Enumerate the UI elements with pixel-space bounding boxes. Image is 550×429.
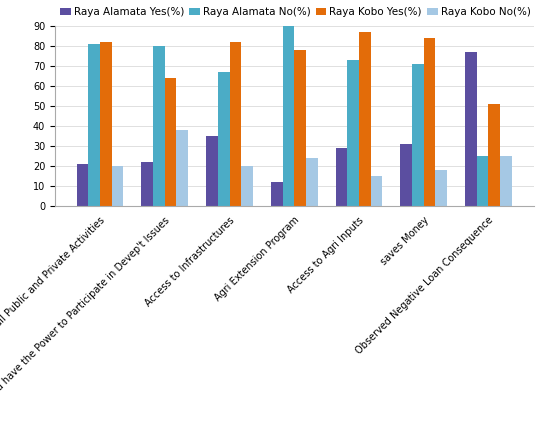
Bar — [271, 182, 283, 206]
Bar — [177, 130, 188, 206]
Bar — [359, 32, 371, 206]
Bar — [153, 46, 165, 206]
Bar — [165, 78, 177, 206]
Legend: Raya Alamata Yes(%), Raya Alamata No(%), Raya Kobo Yes(%), Raya Kobo No(%): Raya Alamata Yes(%), Raya Alamata No(%),… — [60, 7, 531, 17]
Bar — [294, 50, 306, 206]
Bar — [371, 176, 382, 206]
Bar — [500, 156, 512, 206]
Bar — [400, 144, 412, 206]
Bar — [141, 162, 153, 206]
Bar — [477, 156, 488, 206]
Bar — [218, 72, 229, 206]
Bar — [348, 60, 359, 206]
Bar — [206, 136, 218, 206]
Bar — [436, 170, 447, 206]
Bar — [336, 148, 348, 206]
Bar — [488, 104, 500, 206]
Bar — [229, 42, 241, 206]
Bar — [465, 52, 477, 206]
Bar — [241, 166, 253, 206]
Bar — [112, 166, 123, 206]
Bar — [306, 158, 317, 206]
Bar — [100, 42, 112, 206]
Bar — [283, 26, 294, 206]
Bar — [424, 38, 436, 206]
Bar — [89, 44, 100, 206]
Bar — [412, 64, 424, 206]
Bar — [77, 164, 89, 206]
